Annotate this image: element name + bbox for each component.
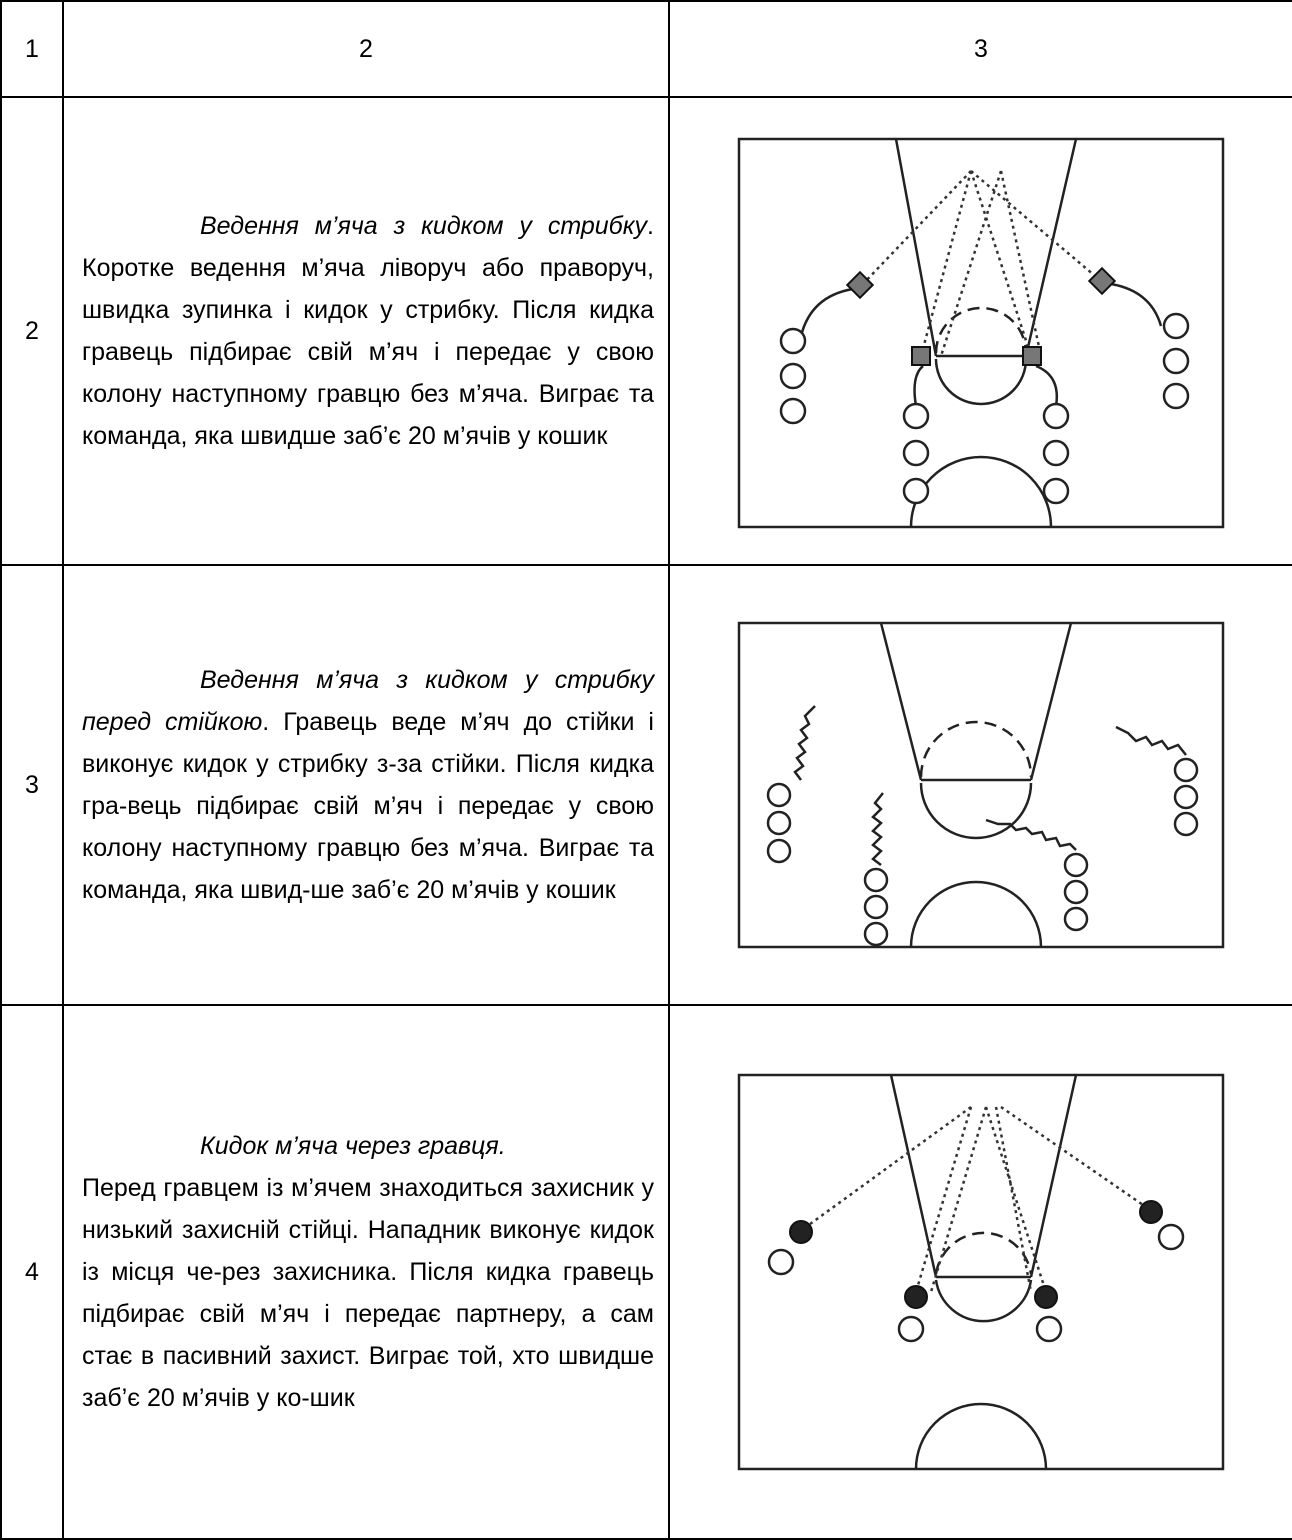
- exercise-text: . Гравець веде м’яч до стійки і виконує …: [82, 708, 654, 904]
- exercise-title: Ведення м’яча з кидком у стрибку: [200, 212, 648, 240]
- description-text: Ведення м’яча з кидком у стрибку. Коротк…: [82, 205, 654, 457]
- diagram-cell: [668, 96, 1292, 566]
- description-text: Ведення м’яча з кидком у стрибку перед с…: [82, 659, 654, 911]
- description: Ведення м’яча з кидком у стрибку перед с…: [62, 564, 670, 1006]
- court-diagram: [737, 1073, 1225, 1471]
- diagram-cell: [668, 564, 1292, 1006]
- row: 2 Ведення м’яча з кидком у стрибку. Коро…: [0, 96, 1292, 566]
- court-diagram: [737, 137, 1225, 529]
- exercise-title: Ведення м’яча з кидком у стрибку перед с…: [82, 666, 654, 736]
- header-cell: 1: [0, 0, 64, 98]
- court-diagram: [737, 621, 1225, 949]
- description: Кидок м’яча через гравця. Перед гравцем і…: [62, 1004, 670, 1540]
- row-number: 2: [0, 96, 64, 566]
- exercise-title: Кидок м’яча через гравця.: [200, 1132, 506, 1160]
- header-cell: 3: [668, 0, 1292, 98]
- header-cell: 2: [62, 0, 670, 98]
- row: 3 Ведення м’яча з кидком у стрибку перед…: [0, 564, 1292, 1006]
- row: 4 Кидок м’яча через гравця. Перед гравцем…: [0, 1004, 1292, 1540]
- diagram-cell: [668, 1004, 1292, 1540]
- exercise-text: Перед гравцем із м’ячем знаходиться захи…: [82, 1174, 654, 1412]
- row-number: 4: [0, 1004, 64, 1540]
- header-row: 1 2 3: [0, 0, 1292, 98]
- exercise-text: . Коротке ведення м’яча ліворуч або прав…: [82, 212, 654, 450]
- description: Ведення м’яча з кидком у стрибку. Коротк…: [62, 96, 670, 566]
- description-text: Кидок м’яча через гравця. Перед гравцем і…: [82, 1125, 654, 1419]
- row-number: 3: [0, 564, 64, 1006]
